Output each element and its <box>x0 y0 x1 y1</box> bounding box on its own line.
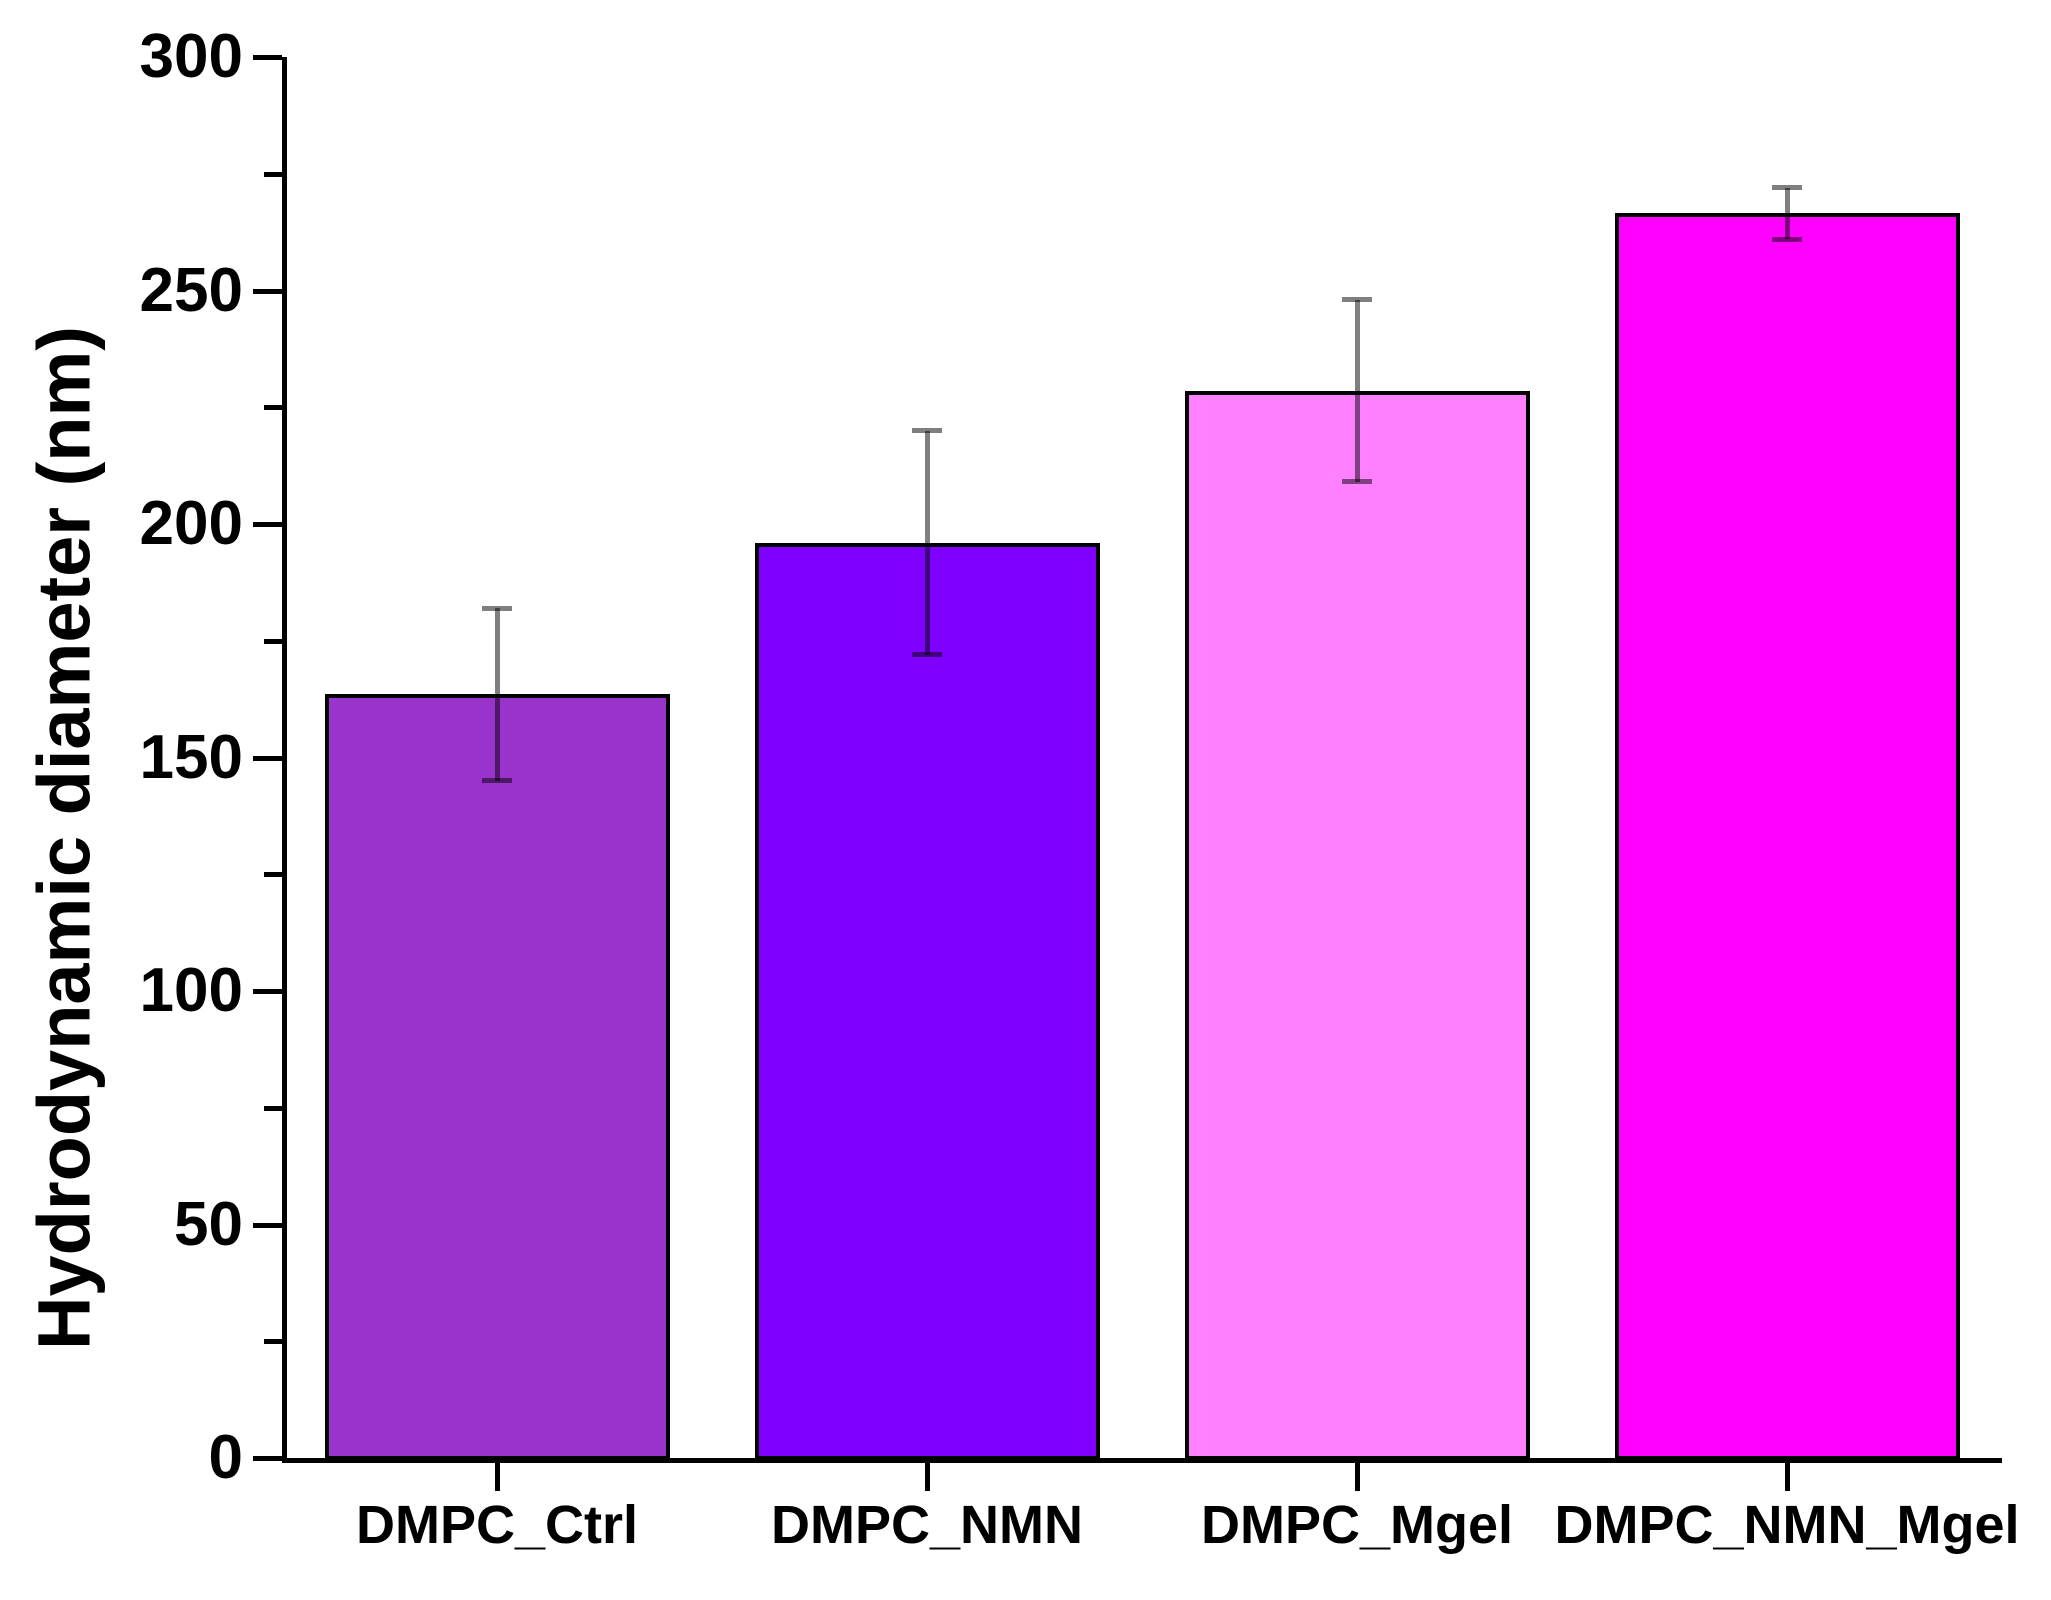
y-major-tick <box>253 1222 282 1228</box>
error-bar-cap-bottom <box>912 652 942 658</box>
y-major-tick <box>253 522 282 527</box>
x-tick <box>494 1463 500 1491</box>
x-tick <box>1784 1463 1790 1491</box>
y-major-tick <box>253 755 282 761</box>
y-minor-tick <box>264 872 282 878</box>
error-bar-cap-bottom <box>482 778 512 784</box>
bar <box>1184 390 1530 1460</box>
y-minor-tick <box>264 1105 282 1111</box>
error-bar-cap-bottom <box>1342 479 1372 485</box>
y-minor-tick <box>264 1339 282 1345</box>
y-tick-label: 100 <box>139 956 243 1025</box>
x-axis-line <box>282 1458 2002 1463</box>
y-tick-label: 0 <box>208 1423 243 1492</box>
error-bar-cap-top <box>1342 297 1372 303</box>
y-major-tick <box>253 1456 282 1461</box>
error-bar-line <box>1784 187 1790 240</box>
y-minor-tick <box>264 405 282 411</box>
y-major-tick <box>253 288 282 294</box>
y-tick-label: 150 <box>139 722 243 792</box>
x-tick <box>1354 1463 1360 1491</box>
y-major-tick <box>253 989 282 994</box>
bar <box>324 694 670 1460</box>
error-bar-cap-top <box>912 428 942 434</box>
error-bar-line <box>1354 299 1360 482</box>
x-tick <box>924 1463 930 1491</box>
y-tick-label: 250 <box>139 255 243 325</box>
y-minor-tick <box>264 171 282 177</box>
y-tick-label: 300 <box>139 22 243 91</box>
x-tick-label: DMPC_Ctrl <box>355 1495 639 1555</box>
y-minor-tick <box>264 638 282 644</box>
y-major-tick <box>253 55 282 60</box>
y-tick-label: 200 <box>139 489 243 558</box>
error-bar-cap-top <box>1772 185 1802 191</box>
y-axis-line <box>282 57 287 1463</box>
x-tick-label: DMPC_NMN <box>770 1495 1083 1555</box>
x-tick-label: DMPC_NMN_Mgel <box>1554 1495 2020 1555</box>
y-tick-label: 50 <box>174 1189 243 1259</box>
error-bar-line <box>924 430 930 655</box>
error-bar-cap-top <box>482 605 512 611</box>
x-tick-label: DMPC_Mgel <box>1200 1495 1514 1555</box>
error-bar-cap-bottom <box>1772 236 1802 242</box>
bar <box>1614 213 1960 1460</box>
bar <box>754 542 1100 1460</box>
error-bar-line <box>494 608 500 781</box>
